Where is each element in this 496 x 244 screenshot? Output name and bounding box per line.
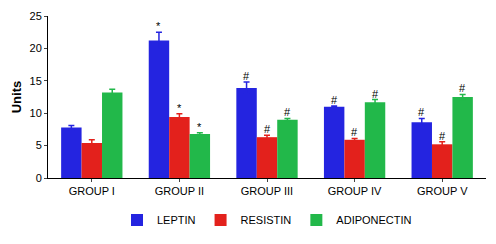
- svg-text:*: *: [177, 102, 182, 114]
- svg-text:GROUP V: GROUP V: [417, 185, 468, 197]
- svg-text:*: *: [156, 20, 161, 32]
- svg-text:#: #: [243, 70, 250, 82]
- svg-text:#: #: [351, 126, 358, 138]
- svg-text:*: *: [197, 121, 202, 133]
- svg-text:#: #: [418, 106, 425, 118]
- svg-text:GROUP II: GROUP II: [155, 185, 204, 197]
- svg-text:#: #: [372, 88, 379, 100]
- svg-text:LEPTIN: LEPTIN: [157, 214, 196, 226]
- svg-text:25: 25: [30, 10, 42, 22]
- svg-text:#: #: [264, 123, 271, 135]
- svg-text:10: 10: [30, 107, 42, 119]
- svg-text:RESISTIN: RESISTIN: [241, 214, 292, 226]
- svg-text:#: #: [459, 82, 466, 94]
- svg-text:#: #: [331, 94, 338, 106]
- svg-text:20: 20: [30, 42, 42, 54]
- svg-text:0: 0: [36, 172, 42, 184]
- svg-text:5: 5: [36, 139, 42, 151]
- svg-text:GROUP III: GROUP III: [241, 185, 293, 197]
- svg-text:Units: Units: [9, 81, 24, 114]
- svg-text:#: #: [439, 130, 446, 142]
- svg-text:#: #: [284, 106, 291, 118]
- svg-text:GROUP IV: GROUP IV: [328, 185, 382, 197]
- svg-text:ADIPONECTIN: ADIPONECTIN: [336, 214, 411, 226]
- svg-text:GROUP I: GROUP I: [69, 185, 115, 197]
- svg-text:15: 15: [30, 75, 42, 87]
